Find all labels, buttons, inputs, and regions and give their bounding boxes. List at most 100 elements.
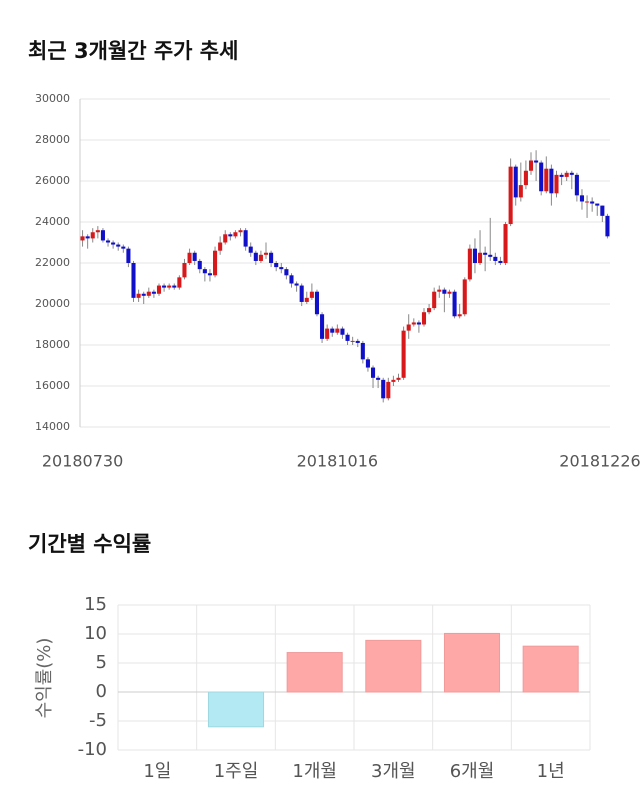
y-tick-label: 5 bbox=[96, 652, 107, 673]
candle-body bbox=[534, 160, 539, 163]
y-tick-label: -10 bbox=[78, 739, 107, 760]
candle-body bbox=[416, 322, 421, 325]
candle-body bbox=[116, 244, 121, 247]
candle-body bbox=[595, 203, 600, 206]
x-tick-label: 20181016 bbox=[297, 452, 378, 471]
y-tick-label: 15 bbox=[84, 594, 107, 615]
y-tick-label: 18000 bbox=[35, 338, 70, 351]
candle-body bbox=[355, 340, 360, 343]
candle-body bbox=[126, 248, 131, 263]
candle-body bbox=[269, 252, 274, 263]
candle-body bbox=[340, 328, 345, 335]
candle-body bbox=[432, 291, 437, 309]
candle-body bbox=[457, 314, 462, 317]
y-tick-label: 30000 bbox=[35, 92, 70, 105]
candle-body bbox=[411, 322, 416, 325]
y-tick-label: 16000 bbox=[35, 379, 70, 392]
y-tick-label: 10 bbox=[84, 623, 107, 644]
candle-body bbox=[549, 168, 554, 194]
candle-body bbox=[141, 293, 146, 296]
bar bbox=[207, 691, 265, 728]
candle-body bbox=[381, 379, 386, 399]
candle-body bbox=[401, 330, 406, 378]
candle-body bbox=[202, 269, 207, 274]
candle-body bbox=[177, 277, 182, 288]
candle-body bbox=[559, 174, 564, 177]
candle-body bbox=[544, 168, 549, 192]
candle-body bbox=[146, 291, 151, 296]
candle-body bbox=[314, 291, 320, 315]
candle-body bbox=[452, 291, 457, 317]
candle-body bbox=[197, 260, 202, 270]
candle-body bbox=[406, 324, 411, 331]
candle-body bbox=[472, 248, 477, 263]
candle-body bbox=[539, 162, 544, 192]
candle-body bbox=[564, 172, 569, 177]
y-tick-label: 26000 bbox=[35, 174, 70, 187]
bar bbox=[443, 632, 501, 693]
candle-body bbox=[279, 267, 284, 270]
candle-body bbox=[513, 166, 518, 198]
x-tick-label: 20180730 bbox=[42, 452, 123, 471]
candle-body bbox=[233, 232, 238, 237]
candle-body bbox=[192, 252, 197, 261]
candle-body bbox=[590, 201, 595, 204]
candle-body bbox=[437, 289, 442, 292]
candle-body bbox=[167, 285, 172, 288]
candle-body bbox=[325, 328, 330, 339]
candle-body bbox=[360, 342, 365, 360]
candle-body bbox=[345, 334, 350, 341]
candle-body bbox=[243, 230, 248, 247]
x-tick-label: 1주일 bbox=[214, 761, 259, 782]
candle-body bbox=[121, 246, 126, 249]
candle-body bbox=[294, 283, 299, 286]
x-tick-label: 3개월 bbox=[371, 761, 416, 782]
candle-body bbox=[488, 254, 493, 257]
candle-body bbox=[284, 269, 289, 276]
candle-body bbox=[605, 215, 610, 237]
candle-body bbox=[427, 308, 432, 313]
candle-body bbox=[376, 377, 381, 380]
candle-body bbox=[585, 201, 590, 203]
y-tick-label: 0 bbox=[96, 681, 107, 702]
candle-body bbox=[289, 275, 294, 284]
candle-body bbox=[213, 250, 218, 276]
candle-body bbox=[421, 312, 427, 325]
candle-body bbox=[447, 291, 452, 294]
candle-body bbox=[518, 185, 523, 198]
candle-body bbox=[569, 172, 574, 175]
candle-body bbox=[253, 252, 258, 261]
candle-body bbox=[365, 359, 370, 368]
candle-body bbox=[95, 230, 100, 233]
candle-body bbox=[223, 234, 228, 243]
candle-body bbox=[350, 340, 355, 342]
y-tick-label: 22000 bbox=[35, 256, 70, 269]
candle-body bbox=[523, 170, 528, 186]
candle-body bbox=[335, 328, 340, 333]
chart-title: 기간별 수익률 bbox=[28, 532, 151, 556]
y-tick-label: 20000 bbox=[35, 297, 70, 310]
candle-body bbox=[238, 230, 243, 233]
candle-body bbox=[498, 260, 503, 263]
candle-body bbox=[370, 367, 376, 378]
x-tick-label: 6개월 bbox=[450, 761, 495, 782]
candle-body bbox=[172, 285, 177, 288]
candle-body bbox=[579, 195, 585, 202]
x-tick-label: 20181226 bbox=[559, 452, 640, 471]
bar bbox=[522, 645, 579, 693]
candle-body bbox=[80, 236, 85, 241]
candle-body bbox=[528, 160, 534, 171]
chart-title: 최근 3개월간 주가 추세 bbox=[28, 39, 238, 63]
bar bbox=[365, 639, 422, 693]
candle-body bbox=[248, 246, 253, 253]
candle-body bbox=[228, 234, 233, 237]
candle-body bbox=[131, 263, 136, 298]
x-tick-label: 1개월 bbox=[292, 761, 337, 782]
candle-body bbox=[330, 328, 335, 333]
candle-body bbox=[503, 224, 508, 263]
candle-body bbox=[320, 314, 325, 339]
candle-body bbox=[156, 285, 162, 294]
candle-body bbox=[600, 205, 605, 216]
candle-body bbox=[299, 285, 304, 302]
candle-body bbox=[207, 273, 212, 276]
